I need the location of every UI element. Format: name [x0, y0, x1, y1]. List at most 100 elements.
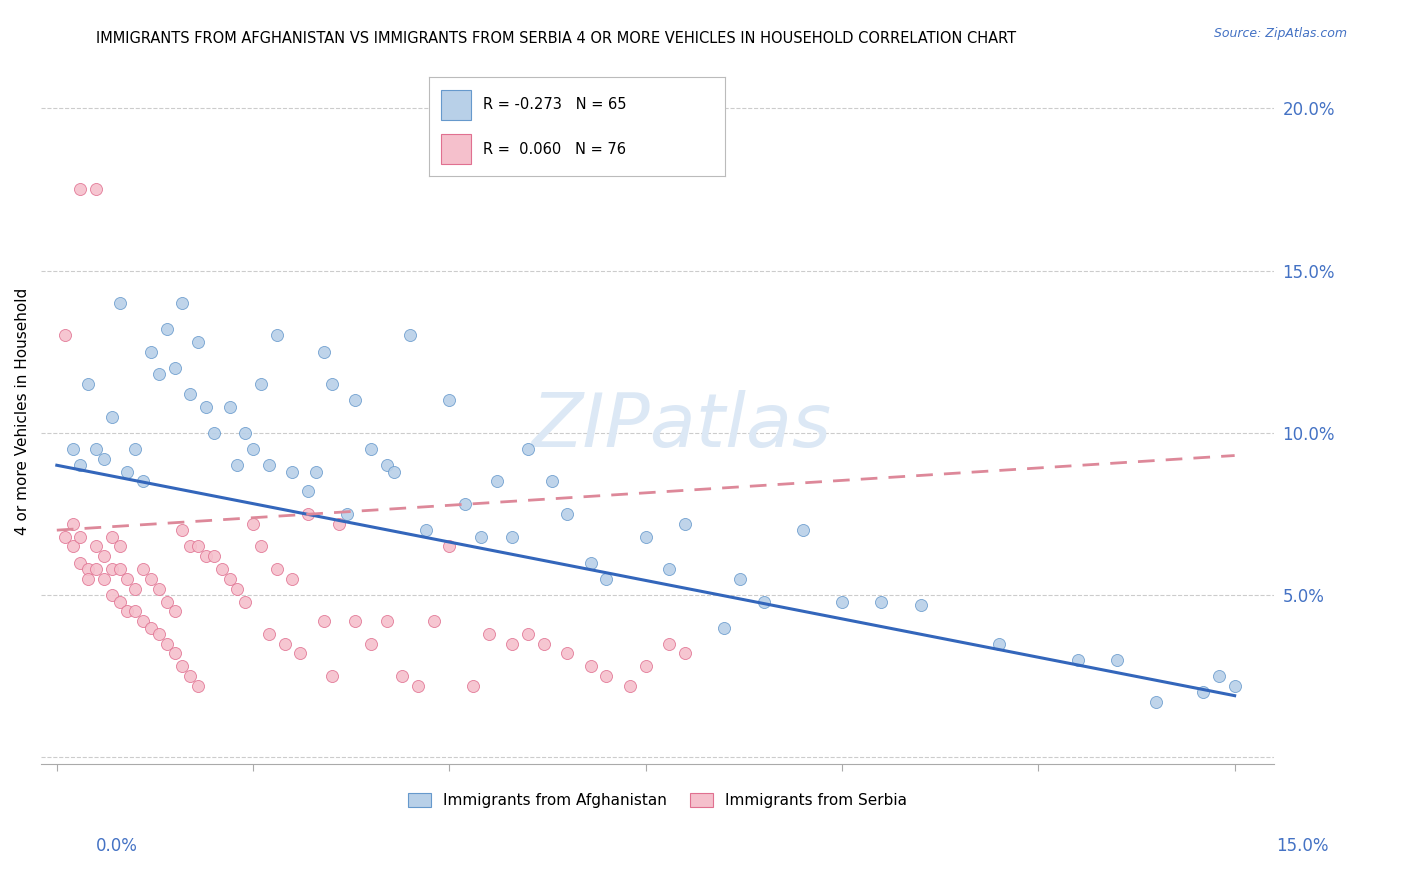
Point: [139, 620, 162, 634]
Point: [305, 465, 328, 479]
Point: [384, 465, 406, 479]
Point: [422, 614, 444, 628]
Point: [84, 442, 107, 456]
Point: [156, 322, 179, 336]
Point: [117, 572, 139, 586]
Point: [139, 572, 162, 586]
Point: [187, 679, 209, 693]
Point: [172, 296, 194, 310]
Point: [321, 377, 343, 392]
Point: [1208, 669, 1230, 683]
Point: [360, 442, 382, 456]
Point: [344, 614, 367, 628]
Point: [156, 637, 179, 651]
Point: [69, 458, 91, 473]
Point: [84, 562, 107, 576]
Point: [77, 377, 100, 392]
Point: [439, 540, 461, 554]
Point: [312, 614, 335, 628]
Point: [321, 669, 343, 683]
Point: [485, 475, 508, 489]
Point: [595, 669, 617, 683]
Text: Source: ZipAtlas.com: Source: ZipAtlas.com: [1213, 27, 1347, 40]
Point: [439, 393, 461, 408]
Point: [62, 540, 84, 554]
Point: [297, 507, 319, 521]
Point: [461, 679, 484, 693]
Point: [831, 594, 853, 608]
Point: [266, 328, 288, 343]
Point: [517, 627, 540, 641]
Point: [266, 562, 288, 576]
Point: [124, 582, 146, 596]
Point: [540, 475, 562, 489]
Point: [148, 368, 170, 382]
Point: [281, 572, 304, 586]
Point: [62, 442, 84, 456]
Point: [910, 598, 932, 612]
Text: 15.0%: 15.0%: [1277, 837, 1329, 855]
Point: [634, 659, 657, 673]
Point: [84, 182, 107, 196]
Point: [69, 182, 91, 196]
Point: [187, 540, 209, 554]
Point: [132, 475, 155, 489]
Point: [132, 614, 155, 628]
Point: [595, 572, 617, 586]
Point: [728, 572, 751, 586]
Point: [226, 458, 249, 473]
Point: [226, 582, 249, 596]
Point: [218, 572, 240, 586]
Point: [415, 523, 437, 537]
Point: [257, 627, 280, 641]
Point: [658, 637, 681, 651]
Point: [218, 400, 240, 414]
Point: [501, 637, 523, 651]
Point: [242, 516, 264, 531]
Point: [77, 562, 100, 576]
Point: [1192, 685, 1215, 699]
Point: [101, 562, 124, 576]
Point: [93, 451, 115, 466]
Point: [195, 400, 218, 414]
Point: [1144, 695, 1167, 709]
Point: [290, 647, 312, 661]
Point: [172, 659, 194, 673]
Point: [470, 530, 492, 544]
Point: [870, 594, 893, 608]
Point: [634, 530, 657, 544]
Point: [69, 530, 91, 544]
Point: [179, 540, 201, 554]
Point: [375, 458, 398, 473]
Point: [328, 516, 350, 531]
Point: [242, 442, 264, 456]
Text: IMMIGRANTS FROM AFGHANISTAN VS IMMIGRANTS FROM SERBIA 4 OR MORE VEHICLES IN HOUS: IMMIGRANTS FROM AFGHANISTAN VS IMMIGRANT…: [96, 31, 1015, 46]
Point: [713, 620, 735, 634]
Point: [399, 328, 422, 343]
Point: [988, 637, 1011, 651]
Point: [93, 572, 115, 586]
Point: [533, 637, 555, 651]
Point: [501, 530, 523, 544]
Point: [1105, 653, 1128, 667]
Point: [93, 549, 115, 563]
Point: [179, 669, 201, 683]
Y-axis label: 4 or more Vehicles in Household: 4 or more Vehicles in Household: [15, 288, 30, 535]
Point: [312, 344, 335, 359]
Point: [250, 377, 273, 392]
Point: [84, 540, 107, 554]
Point: [1066, 653, 1088, 667]
Point: [163, 647, 186, 661]
Point: [579, 556, 602, 570]
Point: [148, 582, 170, 596]
Point: [406, 679, 429, 693]
Point: [344, 393, 367, 408]
Point: [163, 360, 186, 375]
Point: [673, 647, 696, 661]
Point: [375, 614, 398, 628]
Point: [53, 328, 76, 343]
Legend: Immigrants from Afghanistan, Immigrants from Serbia: Immigrants from Afghanistan, Immigrants …: [401, 786, 915, 816]
Point: [101, 409, 124, 424]
Point: [195, 549, 218, 563]
Point: [233, 594, 256, 608]
